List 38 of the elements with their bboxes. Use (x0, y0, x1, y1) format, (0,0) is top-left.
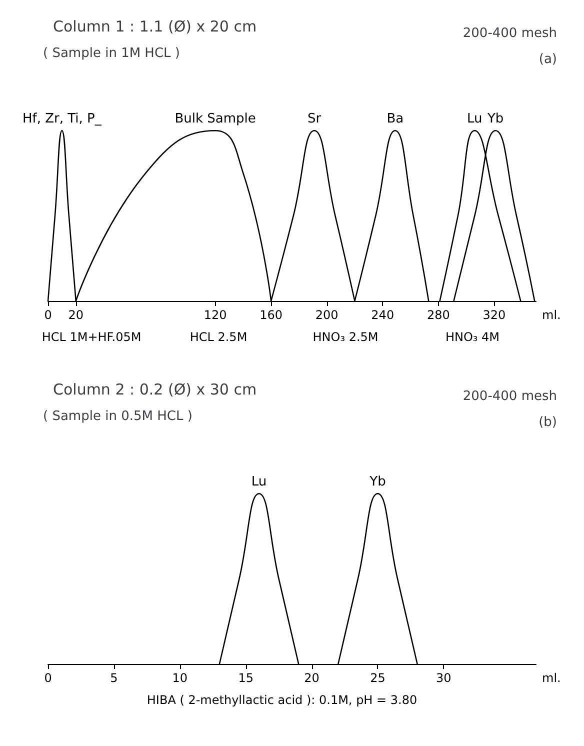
chart-title: Column 1 : 1.1 (Ø) x 20 cm (53, 18, 257, 36)
series-label: Lu (251, 474, 267, 490)
x-axis-title: ml. (542, 671, 561, 685)
x-tick-label: 200 (315, 308, 338, 322)
series-label: Bulk Sample (174, 112, 256, 127)
text: HCL 1M+HF.05M (42, 330, 142, 344)
x-tick-label: 20 (68, 308, 84, 322)
x-tick-label: 0 (44, 671, 52, 685)
x-tick-label: 160 (260, 308, 283, 322)
x-tick-label: 25 (370, 671, 386, 685)
x-tick-label: 5 (110, 671, 118, 685)
x-tick-label: 280 (426, 308, 450, 322)
x-tick-label: 320 (482, 308, 506, 322)
x-tick-label: 0 (44, 308, 52, 322)
series-label: Yb (486, 112, 504, 127)
series-label: Yb (368, 474, 386, 490)
chart-title: Column 2 : 0.2 (Ø) x 30 cm (53, 380, 257, 398)
text: 200-400 mesh (462, 389, 557, 404)
x-tick-label: 120 (204, 308, 227, 322)
x-tick-label: 240 (371, 308, 394, 322)
x-axis-title: ml. (542, 308, 561, 322)
x-tick-label: 15 (238, 671, 254, 685)
text: HNO₃ 4M (445, 330, 500, 344)
x-tick-label: 10 (172, 671, 188, 685)
text: (b) (538, 415, 558, 430)
x-tick-label: 30 (436, 671, 452, 685)
series-label: Sr (308, 112, 322, 127)
series-label: Hf, Zr, Ti, P_ (22, 112, 102, 127)
series-label: Ba (386, 112, 404, 127)
x-tick-label: 20 (304, 671, 320, 685)
chart-subtitle: ( Sample in 0.5M HCL ) (43, 409, 192, 424)
text: HCL 2.5M (190, 330, 248, 344)
text: HIBA ( 2-methyllactic acid ): 0.1M, pH = 3.80 (146, 693, 418, 707)
chart-subtitle: ( Sample in 1M HCL ) (43, 46, 180, 61)
text: (a) (538, 52, 558, 67)
series-label: Lu (467, 112, 482, 127)
text: 200-400 mesh (462, 26, 557, 41)
text: HNO₃ 2.5M (312, 330, 378, 344)
